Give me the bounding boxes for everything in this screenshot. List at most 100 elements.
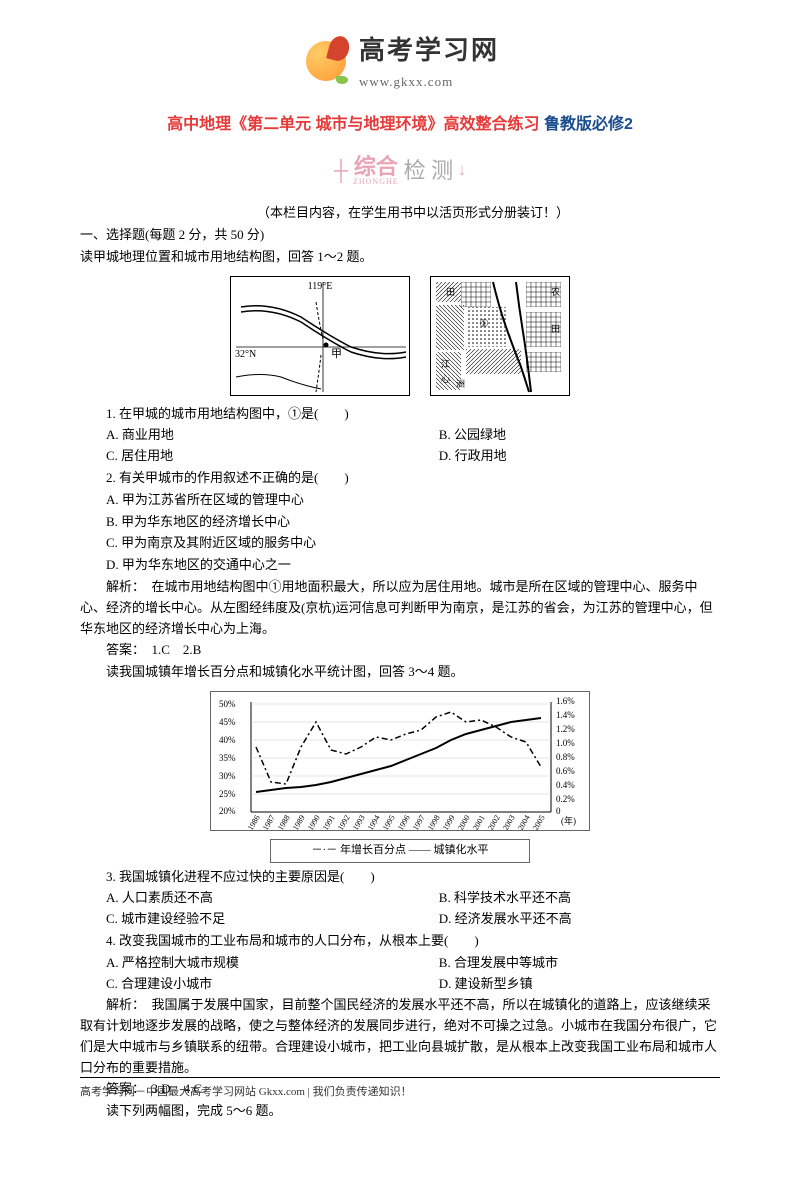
svg-text:20%: 20% <box>219 806 236 816</box>
svg-text:江: 江 <box>441 359 450 369</box>
svg-text:1991: 1991 <box>321 813 337 829</box>
svg-text:0.6%: 0.6% <box>556 766 575 776</box>
svg-text:45%: 45% <box>219 717 236 727</box>
svg-text:0.4%: 0.4% <box>556 780 575 790</box>
map-figure: 119°E 32°N 甲 <box>230 276 410 396</box>
banner-pinyin: ZHONGHE <box>353 178 399 186</box>
exp34: 解析： 我国属于发展中国家，目前整个国民经济的发展水平还不高，所以在城镇化的道路… <box>80 995 720 1078</box>
q3-c: C. 城市建设经验不足 <box>80 909 413 930</box>
q3-d: D. 经济发展水平还不高 <box>413 909 572 930</box>
divider-icon: ┼ <box>334 155 348 187</box>
svg-text:2000: 2000 <box>456 813 472 829</box>
svg-text:30%: 30% <box>219 771 236 781</box>
svg-text:2005: 2005 <box>531 813 547 829</box>
section-banner: ┼ 综合 ZHONGHE 检 测 ↓ <box>80 153 720 188</box>
svg-text:1989: 1989 <box>291 813 307 829</box>
q1-c: C. 居住用地 <box>80 446 413 467</box>
title-blue: 鲁教版必修2 <box>540 116 633 133</box>
map-lon: 119°E <box>308 279 333 295</box>
svg-text:2003: 2003 <box>501 813 517 829</box>
svg-text:心: 心 <box>441 374 450 384</box>
q1-row2: C. 居住用地 D. 行政用地 <box>80 446 720 467</box>
svg-text:1990: 1990 <box>306 813 322 829</box>
q1-a: A. 商业用地 <box>80 425 413 446</box>
chart-legend: －·－ 年增长百分点 —— 城镇化水平 <box>270 839 530 863</box>
svg-text:1987: 1987 <box>261 813 277 829</box>
svg-text:1.6%: 1.6% <box>556 696 575 706</box>
svg-text:1986: 1986 <box>246 813 262 829</box>
map-lat: 32°N <box>235 347 256 363</box>
svg-text:50%: 50% <box>219 699 236 709</box>
svg-text:1992: 1992 <box>336 813 352 829</box>
svg-text:1.0%: 1.0% <box>556 738 575 748</box>
svg-text:1999: 1999 <box>441 813 457 829</box>
q3-row2: C. 城市建设经验不足 D. 经济发展水平还不高 <box>80 909 720 930</box>
q2-stem: 2. 有关甲城市的作用叙述不正确的是( ) <box>80 468 720 489</box>
q2-c: C. 甲为南京及其附近区域的服务中心 <box>80 533 720 554</box>
svg-text:1996: 1996 <box>396 813 412 829</box>
section-heading: 一、选择题(每题 2 分，共 50 分) <box>80 225 720 246</box>
chart-figure: 50% 45% 40% 35% 30% 25% 20% 1.6% 1.4% 1.… <box>210 691 590 831</box>
intro-12: 读甲城地理位置和城市用地结构图，回答 1～2 题。 <box>80 247 720 268</box>
q3-a: A. 人口素质还不高 <box>80 888 413 909</box>
svg-text:40%: 40% <box>219 735 236 745</box>
svg-text:(年): (年) <box>561 815 576 826</box>
q4-stem: 4. 改变我国城市的工业布局和城市的人口分布，从根本上要( ) <box>80 931 720 952</box>
q4-c: C. 合理建设小城市 <box>80 974 413 995</box>
exp12: 解析： 在城市用地结构图中①用地面积最大，所以应为居住用地。城市是所在区域的管理… <box>80 577 720 639</box>
q3-row1: A. 人口素质还不高 B. 科学技术水平还不高 <box>80 888 720 909</box>
svg-text:1.4%: 1.4% <box>556 710 575 720</box>
svg-text:①: ① <box>479 318 489 330</box>
svg-text:1997: 1997 <box>411 813 427 829</box>
q2-d: D. 甲为华东地区的交通中心之一 <box>80 555 720 576</box>
arrow-down-icon: ↓ <box>458 158 466 184</box>
q3-stem: 3. 我国城镇化进程不应过快的主要原因是( ) <box>80 867 720 888</box>
svg-text:2001: 2001 <box>471 813 487 829</box>
doc-title: 高中地理《第二单元 城市与地理环境》高效整合练习 鲁教版必修2 <box>80 112 720 138</box>
q1-b: B. 公园绿地 <box>413 425 506 446</box>
svg-text:1994: 1994 <box>366 813 382 829</box>
q4-a: A. 严格控制大城市规模 <box>80 953 413 974</box>
title-red: 高中地理《第二单元 城市与地理环境》高效整合练习 <box>167 116 539 133</box>
svg-text:1993: 1993 <box>351 813 367 829</box>
svg-text:2002: 2002 <box>486 813 502 829</box>
site-url: www.gkxx.com <box>359 72 453 93</box>
banner-zonghe: 综合 <box>354 156 398 178</box>
banner-jiance: 检 测 <box>404 153 454 188</box>
svg-text:1998: 1998 <box>426 813 442 829</box>
q4-row2: C. 合理建设小城市 D. 建设新型乡镇 <box>80 974 720 995</box>
logo-icon <box>301 36 351 86</box>
svg-text:1.2%: 1.2% <box>556 724 575 734</box>
site-header: 高考学习网 www.gkxx.com <box>80 30 720 92</box>
q1-row1: A. 商业用地 B. 公园绿地 <box>80 425 720 446</box>
intro-56: 读下列两幅图，完成 5～6 题。 <box>80 1101 720 1122</box>
urban-figure: 田 农 田 ① 江 心 洲 <box>430 276 570 396</box>
svg-text:洲: 洲 <box>456 379 465 389</box>
svg-text:1988: 1988 <box>276 813 292 829</box>
svg-text:0.8%: 0.8% <box>556 752 575 762</box>
svg-text:25%: 25% <box>219 789 236 799</box>
site-name: 高考学习网 <box>359 30 499 72</box>
q3-b: B. 科学技术水平还不高 <box>413 888 571 909</box>
intro-34: 读我国城镇年增长百分点和城镇化水平统计图，回答 3～4 题。 <box>80 662 720 683</box>
q4-b: B. 合理发展中等城市 <box>413 953 558 974</box>
svg-text:农: 农 <box>551 286 560 297</box>
note-text: （本栏目内容，在学生用书中以活页形式分册装订！） <box>80 203 720 224</box>
q1-d: D. 行政用地 <box>413 446 507 467</box>
ans12: 答案： 1.C 2.B <box>80 640 720 661</box>
svg-text:35%: 35% <box>219 753 236 763</box>
q2-a: A. 甲为江苏省所在区域的管理中心 <box>80 490 720 511</box>
svg-text:0: 0 <box>556 806 561 816</box>
svg-text:0.2%: 0.2% <box>556 794 575 804</box>
svg-text:甲: 甲 <box>331 348 342 360</box>
svg-text:2004: 2004 <box>516 813 532 829</box>
svg-text:1995: 1995 <box>381 813 397 829</box>
svg-text:田: 田 <box>551 324 560 334</box>
page-footer: 高考学习网－中国最大高考学习网站 Gkxx.com | 我们负责传递知识！ <box>80 1077 720 1102</box>
svg-text:田: 田 <box>446 287 455 297</box>
q2-b: B. 甲为华东地区的经济增长中心 <box>80 512 720 533</box>
q4-row1: A. 严格控制大城市规模 B. 合理发展中等城市 <box>80 953 720 974</box>
figure-row-1: 119°E 32°N 甲 <box>80 276 720 396</box>
q1-stem: 1. 在甲城的城市用地结构图中，①是( ) <box>80 404 720 425</box>
q4-d: D. 建设新型乡镇 <box>413 974 533 995</box>
